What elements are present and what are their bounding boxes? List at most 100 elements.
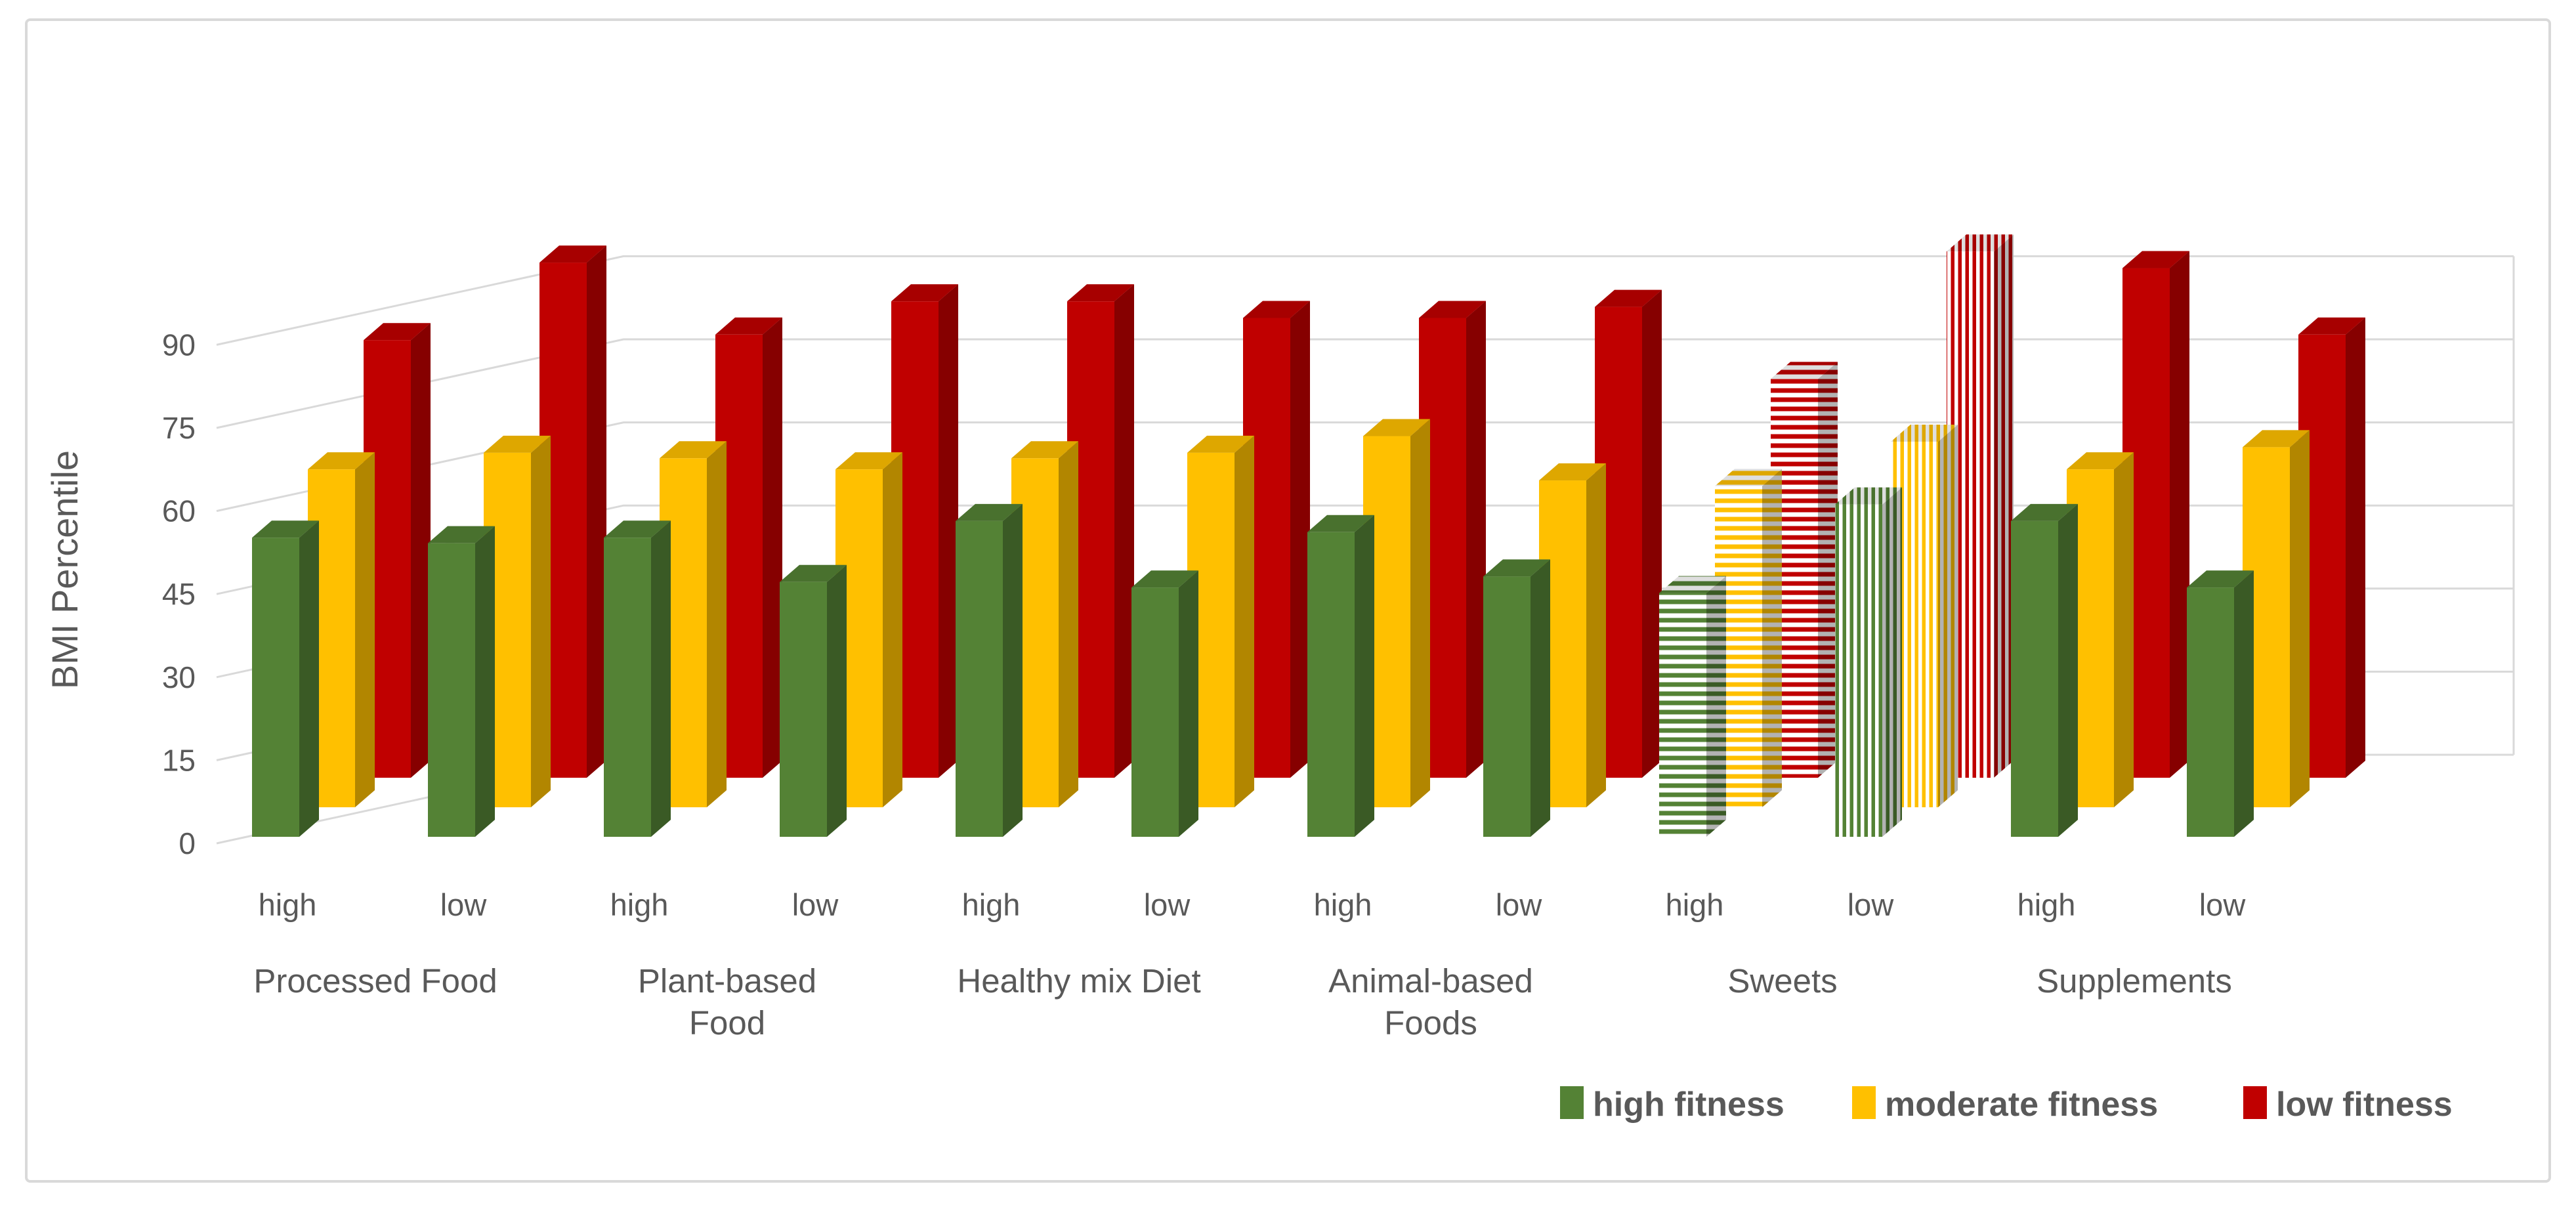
bar-high-fitness-high-2 <box>604 520 671 837</box>
bar-front-face <box>2011 520 2058 837</box>
bar-front-face <box>1307 532 1355 837</box>
group-label: Supplements <box>2037 962 2232 1000</box>
category-tick-label: high <box>1314 887 1372 922</box>
group-label: Animal-based <box>1328 962 1533 1000</box>
bar-side-shade <box>1290 301 1310 778</box>
bar-side-face <box>1642 289 1662 778</box>
bar-top-face <box>1131 570 1198 588</box>
bar-side-shade <box>2114 452 2134 807</box>
bar-side-shade <box>475 526 495 837</box>
gridline <box>216 255 2514 346</box>
bar-top-shade <box>1187 435 1254 453</box>
category-tick-label: high <box>962 887 1021 922</box>
bar-side-face <box>1994 234 2014 778</box>
bar-top-shade <box>1835 487 1902 505</box>
bar-high-fitness-high-10 <box>2011 503 2078 837</box>
bar-top-shade <box>428 526 495 543</box>
bar-side-face <box>1938 424 1958 807</box>
bar-high-fitness-low-9 <box>1835 487 1902 837</box>
bar-top-shade <box>2011 503 2078 521</box>
bar-top-face <box>364 323 431 341</box>
bar-top-shade <box>891 284 958 302</box>
bar-side-shade <box>1994 234 2014 778</box>
bar-side-face <box>1235 435 1254 807</box>
bar-top-face <box>604 520 671 538</box>
bar-top-face <box>715 317 782 335</box>
bar-side-face <box>1114 284 1134 778</box>
bar-side-face <box>299 520 319 837</box>
bar-high-fitness-high-0 <box>252 520 319 837</box>
group-label: Sweets <box>1727 962 1837 1000</box>
bar-top-face <box>1539 463 1606 481</box>
bar-side-shade <box>651 520 671 837</box>
bar-top-face <box>1363 419 1430 436</box>
bar-side-shade <box>2234 570 2254 837</box>
bar-side-shade <box>1642 289 1662 778</box>
bar-top-face <box>2122 251 2189 268</box>
bar-top-shade <box>1363 419 1430 436</box>
bar-side-face <box>1059 441 1078 807</box>
bar-side-shade <box>1938 424 1958 807</box>
bar-side-face <box>411 323 431 778</box>
bar-top-shade <box>1715 469 1782 486</box>
bar-top-shade <box>1067 284 1134 302</box>
bar-top-face <box>660 441 727 459</box>
bar-top-face <box>1419 301 1486 318</box>
bar-front-face <box>428 543 475 837</box>
bar-top-shade <box>780 564 847 582</box>
bar-top-shade <box>308 452 375 470</box>
bar-front-face <box>780 581 827 837</box>
bar-side-shade <box>1179 570 1198 837</box>
bar-moderate-fitness-low-5 <box>1187 435 1254 807</box>
bar-moderate-fitness-low-7 <box>1539 463 1606 807</box>
bar-top-face <box>428 526 495 543</box>
bar-side-face <box>2114 452 2134 807</box>
bar-front-face <box>1835 504 1882 837</box>
bar-top-shade <box>1595 289 1662 307</box>
bar-side-shade <box>1235 435 1254 807</box>
bar-high-fitness-low-5 <box>1131 570 1198 837</box>
bar-top-face <box>1243 301 1310 318</box>
gridline <box>216 338 2514 429</box>
bar-side-shade <box>2170 251 2189 778</box>
bar-side-face <box>1003 503 1023 837</box>
bar-top-shade <box>2187 570 2254 588</box>
chart-frame <box>25 18 2551 1183</box>
bar-top-face <box>835 452 902 470</box>
bar-side-face <box>2290 430 2310 807</box>
bar-high-fitness-high-4 <box>956 503 1023 837</box>
bar-side-shade <box>1882 487 1902 837</box>
bar-low-fitness-high-8 <box>1771 362 1838 778</box>
bar-side-shade <box>2346 317 2365 778</box>
bar-side-shade <box>1059 441 1078 807</box>
bar-side-shade <box>1355 515 1374 837</box>
bar-top-shade <box>2243 430 2310 448</box>
legend-swatch <box>2243 1086 2267 1119</box>
bar-front-face <box>2187 587 2234 837</box>
bar-side-shade <box>1531 559 1550 837</box>
y-tick-label: 30 <box>162 660 196 694</box>
bar-front-face <box>1659 593 1706 837</box>
bar-top-face <box>956 503 1023 521</box>
bar-top-shade <box>1419 301 1486 318</box>
bar-front-face <box>604 538 651 837</box>
bar-side-face <box>1706 576 1726 837</box>
legend-label: low fitness <box>2276 1086 2453 1124</box>
bar-side-shade <box>1410 419 1430 807</box>
bar-side-shade <box>1762 469 1782 807</box>
bar-top-shade <box>1771 362 1838 379</box>
bar-front-face <box>1131 587 1179 837</box>
bar-top-face <box>1307 515 1374 532</box>
bar-top-face <box>1011 441 1078 459</box>
bar-side-face <box>1818 362 1838 778</box>
bar-side-face <box>2170 251 2189 778</box>
bar-side-face <box>1410 419 1430 807</box>
bar-side-shade <box>2058 503 2078 837</box>
category-tick-label: low <box>1144 887 1191 922</box>
bar-top-shade <box>364 323 431 341</box>
legend-label: high fitness <box>1593 1086 1784 1124</box>
bar-side-shade <box>707 441 727 807</box>
category-tick-label: low <box>440 887 488 922</box>
bar-side-shade <box>1706 576 1726 837</box>
